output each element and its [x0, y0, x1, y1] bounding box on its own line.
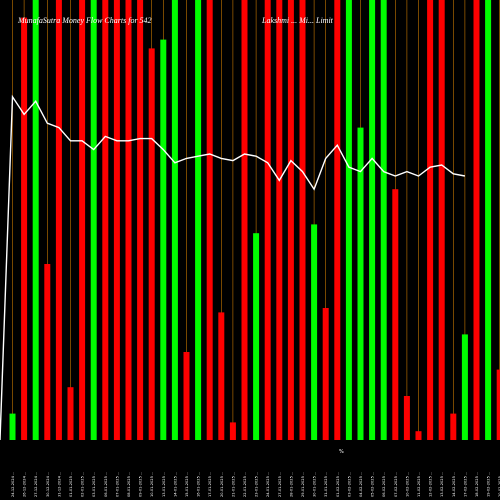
- bar-30: [345, 0, 352, 440]
- x-tick-label: 31-01-2025 ...: [324, 472, 328, 497]
- bar-19: [218, 312, 225, 440]
- bar-37: [427, 0, 434, 440]
- bar-2: [21, 17, 28, 440]
- bar-39: [450, 413, 457, 440]
- x-tick-label: 20-01-2025 ...: [220, 472, 224, 497]
- x-tick-label: 13-01-2025 ...: [162, 472, 166, 497]
- bar-22: [253, 233, 260, 440]
- x-tick-label: 07-02-2025 ...: [394, 472, 398, 497]
- bar-7: [79, 0, 86, 440]
- bar-10: [113, 0, 120, 440]
- x-tick-label: 30-01-2025 ...: [313, 472, 317, 497]
- bar-1: [9, 413, 16, 440]
- bar-20: [229, 422, 236, 440]
- bar-28: [322, 308, 329, 440]
- x-tick-label: 16-01-2025 ...: [197, 472, 201, 497]
- bar-32: [369, 0, 376, 440]
- bar-17: [195, 0, 202, 440]
- x-tick-label: 27-01-2025 ...: [278, 472, 282, 497]
- x-tick-label: 20-02-2025 ...: [498, 472, 500, 497]
- bar-15: [171, 0, 178, 440]
- x-tick-label: 30-12-2024 ...: [46, 472, 50, 497]
- bar-16: [183, 352, 190, 440]
- x-tick-label: 27-12-2024 ...: [34, 472, 38, 497]
- bar-41: [473, 0, 480, 440]
- money-flow-line: [0, 94, 466, 441]
- bar-40: [461, 334, 468, 440]
- bar-34: [392, 189, 399, 440]
- x-tick-label: 13-02-2025 ...: [440, 472, 444, 497]
- bar-36: [415, 431, 422, 440]
- bar-21: [241, 0, 248, 440]
- x-tick-label: 24-01-2025 ...: [266, 472, 270, 497]
- x-tick-label: 01-02-2025 ...: [336, 472, 340, 497]
- bar-8: [90, 0, 97, 440]
- bar-27: [311, 224, 318, 440]
- bar-23: [264, 0, 271, 440]
- bar-24: [276, 0, 283, 440]
- x-tick-label: 19-02-2025 ...: [487, 472, 491, 497]
- bar-29: [334, 0, 341, 440]
- x-tick-label: 14-02-2025 ...: [452, 472, 456, 497]
- x-tick-label: 09-01-2025 ...: [139, 472, 143, 497]
- x-tick-label: 18-02-2025 ...: [475, 472, 479, 497]
- x-tick-label: 21-01-2025 ...: [231, 472, 235, 497]
- x-tick-label: 28-01-2025 ...: [289, 472, 293, 497]
- bar-38: [438, 0, 445, 440]
- x-tick-label: 03-01-2025 ...: [92, 472, 96, 497]
- bar-26: [299, 0, 306, 440]
- x-tick-label: 10-01-2025 ...: [150, 472, 154, 497]
- x-tick-label: 15-01-2025 ...: [185, 472, 189, 497]
- x-tick-label: 23-01-2025 ...: [255, 472, 259, 497]
- x-tick-label: 24-12-2024 ...: [11, 472, 15, 497]
- bar-11: [125, 0, 132, 440]
- bar-6: [67, 387, 74, 440]
- x-tick-label: 06-01-2025 ...: [104, 472, 108, 497]
- bar-33: [380, 0, 387, 440]
- bar-42: [485, 0, 492, 440]
- x-tick-label: 22-01-2025 ...: [243, 472, 247, 497]
- x-tick-label: 17-02-2025 ...: [463, 472, 467, 497]
- chart-title-right: Lakshmi ... Mi... Limit: [261, 16, 334, 25]
- x-tick-label: 08-01-2025 ...: [127, 472, 131, 497]
- bar-35: [403, 396, 410, 440]
- x-tick-label: 03-02-2025 ...: [347, 472, 351, 497]
- bar-25: [287, 0, 294, 440]
- x-tick-label: 31-12-2024 ...: [57, 472, 61, 497]
- bar-31: [357, 127, 364, 440]
- x-tick-label: 06-02-2025 ...: [382, 472, 386, 497]
- bar-14: [160, 39, 167, 440]
- percent-annotation: %: [339, 449, 344, 455]
- x-tick-label: 05-02-2025 ...: [371, 472, 375, 497]
- bar-4: [44, 264, 51, 440]
- x-tick-label: 11-02-2025 ...: [417, 472, 421, 497]
- x-tick-label: 26-12-2024 ...: [23, 472, 27, 497]
- x-tick-label: 29-01-2025 ...: [301, 472, 305, 497]
- x-tick-label: 17-01-2025 ...: [208, 472, 212, 497]
- x-tick-label: 12-02-2025 ...: [429, 472, 433, 497]
- bar-3: [32, 0, 39, 440]
- bar-5: [55, 0, 62, 440]
- x-tick-label: 01-01-2025 ...: [69, 472, 73, 497]
- x-tick-label: 07-01-2025 ...: [115, 472, 119, 497]
- bar-43: [496, 369, 500, 440]
- chart-title-left: MunafaSutra Money Flow Charts for 542: [17, 16, 152, 25]
- bar-13: [148, 48, 155, 441]
- bar-9: [102, 0, 109, 440]
- x-tick-label: 10-02-2025 ...: [405, 472, 409, 497]
- bar-18: [206, 0, 213, 440]
- x-tick-label: 02-01-2025 ...: [81, 472, 85, 497]
- x-tick-label: 14-01-2025 ...: [173, 472, 177, 497]
- x-tick-label: 04-02-2025 ...: [359, 472, 363, 497]
- bar-12: [137, 0, 144, 440]
